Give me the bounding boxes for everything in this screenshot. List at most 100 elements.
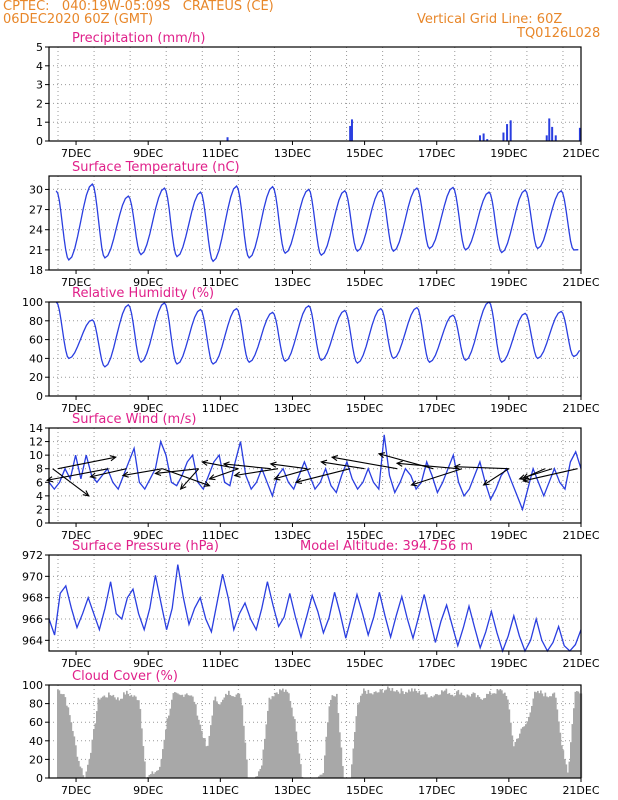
x-tick-label: 7DEC [61,147,91,160]
cloud-column [210,725,212,778]
cloud-column [499,689,502,778]
wind-arrow-head [294,478,303,485]
cloud-column [492,693,494,778]
x-tick-label: 19DEC [490,529,527,542]
cloud-column [205,746,208,778]
cloud-column [459,694,461,778]
x-tick-label: 21DEC [562,402,599,415]
cloud-column [397,691,400,778]
wind-arrow-head [154,469,162,476]
cloud-column [277,694,280,778]
cloud-column [237,693,239,778]
cloud-column [441,690,443,778]
x-tick-label: 21DEC [562,784,599,797]
panel-4 [45,427,582,527]
header-date-line: 06DEC2020 60Z (GMT) [3,12,154,27]
cloud-column [291,707,293,778]
x-tick-label: 21DEC [562,276,599,289]
cloud-column [133,695,136,778]
cloud-column [577,691,580,778]
cloud-column [504,692,506,778]
cloud-column [63,694,65,778]
cloud-column [558,721,560,778]
cloud-column [270,699,272,778]
cloud-column [526,721,529,778]
wind-arrow-head [377,452,386,459]
wind-arrow [180,468,200,490]
cloud-column [528,716,530,778]
x-tick-label: 11DEC [202,147,239,160]
cloud-column [177,693,179,778]
cloud-column [132,696,134,778]
cloud-column [214,696,217,778]
cloud-column [571,724,574,778]
cloud-column [565,764,568,778]
cloud-column [174,692,176,778]
cloud-column [148,774,151,778]
cloud-column [430,696,433,778]
cloud-column [477,695,479,778]
cloud-column [447,693,449,778]
cloud-column [216,701,218,778]
data-line [48,564,582,654]
cloud-column [184,694,187,778]
y-tick-label: 0 [36,517,43,530]
wind-arrow [332,456,398,470]
cloud-column [208,735,211,778]
cloud-column [190,695,193,778]
y-tick-label: 968 [22,592,43,605]
cloud-column [274,692,277,778]
cloud-column [57,689,59,778]
cloud-column [120,698,122,778]
cloud-column [381,689,383,778]
cloud-column [568,761,571,778]
cloud-column [79,766,82,778]
cloud-column [162,749,164,778]
cloud-column [265,724,268,778]
cloud-column [457,689,460,778]
cloud-column [228,690,230,778]
cloud-column [472,692,475,778]
cloud-column [360,695,362,778]
cloud-column [453,696,455,778]
cloud-column [463,695,466,778]
cloud-column [144,761,146,778]
cloud-column [211,715,214,778]
cloud-column [432,697,434,778]
cloud-column [181,694,184,778]
cloud-column [151,771,154,778]
cloud-column [468,695,470,778]
y-tick-label: 27 [29,204,43,217]
cloud-column [231,696,233,778]
wind-arrow [223,463,271,470]
cloud-column [550,696,553,778]
cloud-column [135,696,137,778]
cloud-column [570,742,572,778]
cloud-column [118,700,121,778]
data-line [55,301,581,368]
cloud-column [519,733,521,778]
wind-arrow-head [109,455,117,462]
cloud-column [402,691,404,778]
cloud-column [496,689,499,778]
cloud-column [525,724,527,778]
cloud-column [268,697,271,778]
panel-title: Cloud Cover (%) [72,669,178,684]
wind-arrow-head [233,471,241,478]
cloud-column [451,694,454,778]
cloud-column [403,694,406,778]
wind-arrow [122,468,163,477]
panel-6 [45,684,583,782]
cloud-column [331,695,334,778]
cloud-column [549,696,551,778]
precip-bar [554,135,557,141]
y-tick-label: 970 [22,570,43,583]
cloud-column [238,693,241,778]
cloud-column [363,688,365,778]
cloud-column [156,770,158,778]
cloud-column [264,738,266,778]
cloud-column [385,689,388,778]
cloud-column [532,698,535,778]
cloud-column [225,693,227,778]
cloud-column [246,759,248,778]
